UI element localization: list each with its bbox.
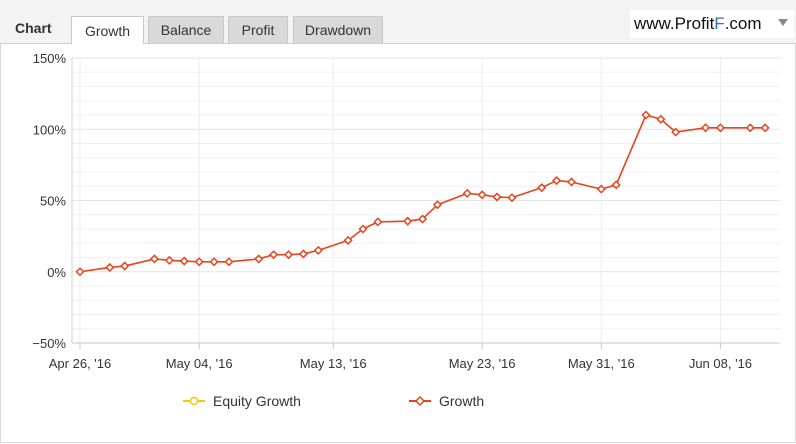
series-line-growth [79,114,766,273]
data-point [105,262,115,273]
data-point [254,254,264,264]
tab-drawdown[interactable]: Drawdown [293,16,383,43]
x-tick-label: May 31, '16 [568,356,635,371]
legend-item-equity-growth[interactable]: Equity Growth [183,392,301,410]
legend-marker-growth [409,395,431,407]
data-point [358,224,368,234]
x-tick-label: May 23, '16 [449,356,516,371]
data-point [656,114,666,124]
chevron-down-icon[interactable] [778,19,788,26]
data-point [269,250,279,260]
data-point [149,254,160,264]
data-point [209,257,219,267]
data-point [700,123,711,133]
x-tick-label: May 04, '16 [166,356,233,371]
data-point [179,256,189,266]
legend-label-growth: Growth [439,393,485,409]
brand-prefix: www.Profit [634,14,715,33]
minor-grid [72,71,780,330]
tab-profit[interactable]: Profit [228,16,288,43]
data-point [566,177,577,187]
data-point [671,127,681,137]
y-tick-label: 0% [47,265,66,280]
y-tick-label: −50% [32,336,66,351]
data-point [477,190,487,200]
data-point [432,200,443,210]
x-tick-label: Apr 26, '16 [49,356,111,371]
x-tick-label: May 13, '16 [300,356,367,371]
data-point [164,255,174,265]
legend-label-equity-growth: Equity Growth [213,393,301,409]
data-point [760,123,770,133]
data-point [194,257,204,267]
data-point [552,175,562,186]
series-layer [75,110,770,277]
data-point [283,250,294,260]
data-point [462,188,472,198]
y-tick-label: 50% [40,194,66,209]
data-point [745,123,755,133]
chart-section-label: Chart [15,20,52,36]
x-tick-label: Jun 08, '16 [689,356,752,371]
data-point [641,110,651,120]
brand-watermark[interactable]: www.Profit F .com [630,10,794,38]
y-tick-label: 100% [33,122,67,137]
data-point [417,214,428,224]
data-point [313,245,323,255]
tab-growth[interactable]: Growth [71,16,144,44]
brand-accent: F [714,14,725,33]
data-point [403,216,413,226]
data-point [537,183,547,193]
brand-suffix: .com [724,14,762,33]
axes: −50% 0% 50% 100% 150% Apr 26, '16 May 04, '16 M… [32,51,780,371]
y-tick-label: 150% [33,51,67,66]
data-point [75,267,85,277]
data-point [611,180,621,190]
data-point [120,261,130,271]
data-point [224,257,234,267]
tab-balance[interactable]: Balance [148,16,224,43]
chart-header: Chart Growth Balance Profit Drawdown www… [0,0,796,44]
data-point [343,235,353,245]
data-point [596,184,606,194]
data-point [715,123,725,133]
data-point [298,249,308,259]
data-point [492,192,502,202]
data-point [507,193,517,203]
legend-marker-equity-growth [183,396,205,406]
legend-item-growth[interactable]: Growth [409,392,484,410]
data-point [373,217,383,227]
